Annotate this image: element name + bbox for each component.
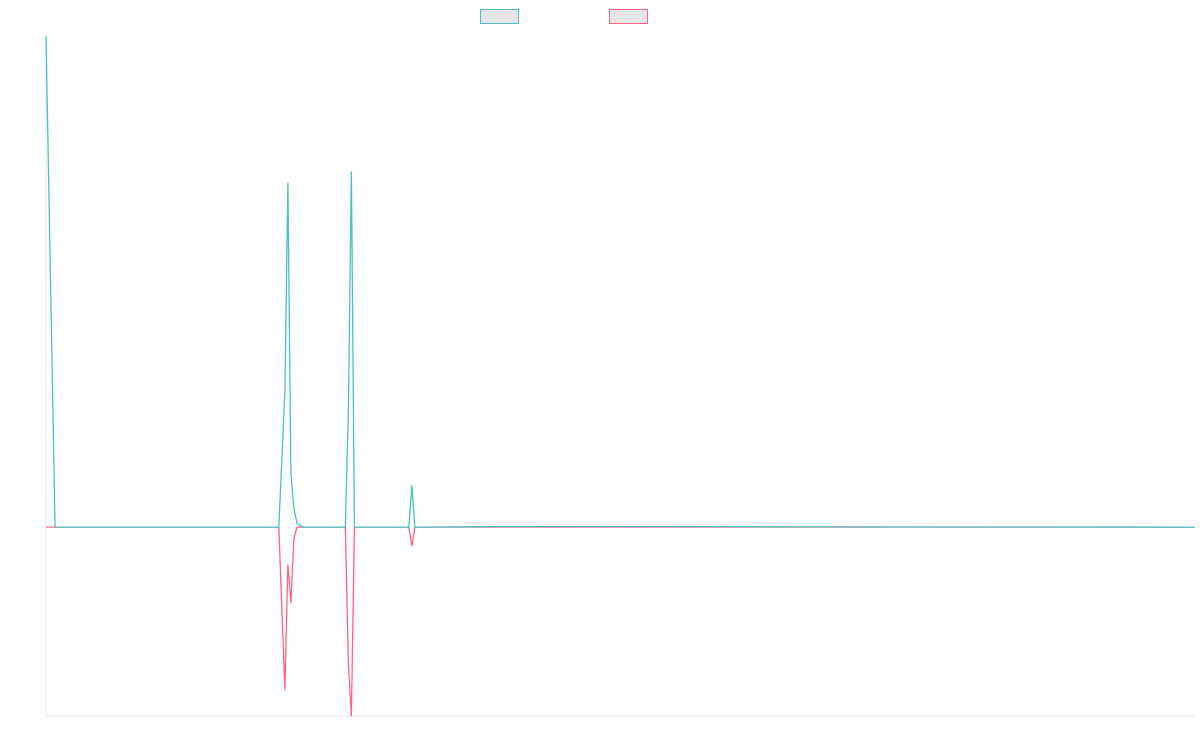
series-line-2 — [46, 526, 1195, 717]
legend-item-series-2[interactable] — [609, 9, 654, 24]
series-line-1 — [45, 35, 1196, 528]
legend — [480, 9, 654, 24]
legend-swatch-series-2 — [609, 9, 648, 24]
legend-swatch-series-1 — [480, 9, 519, 24]
legend-item-series-1[interactable] — [480, 9, 525, 24]
